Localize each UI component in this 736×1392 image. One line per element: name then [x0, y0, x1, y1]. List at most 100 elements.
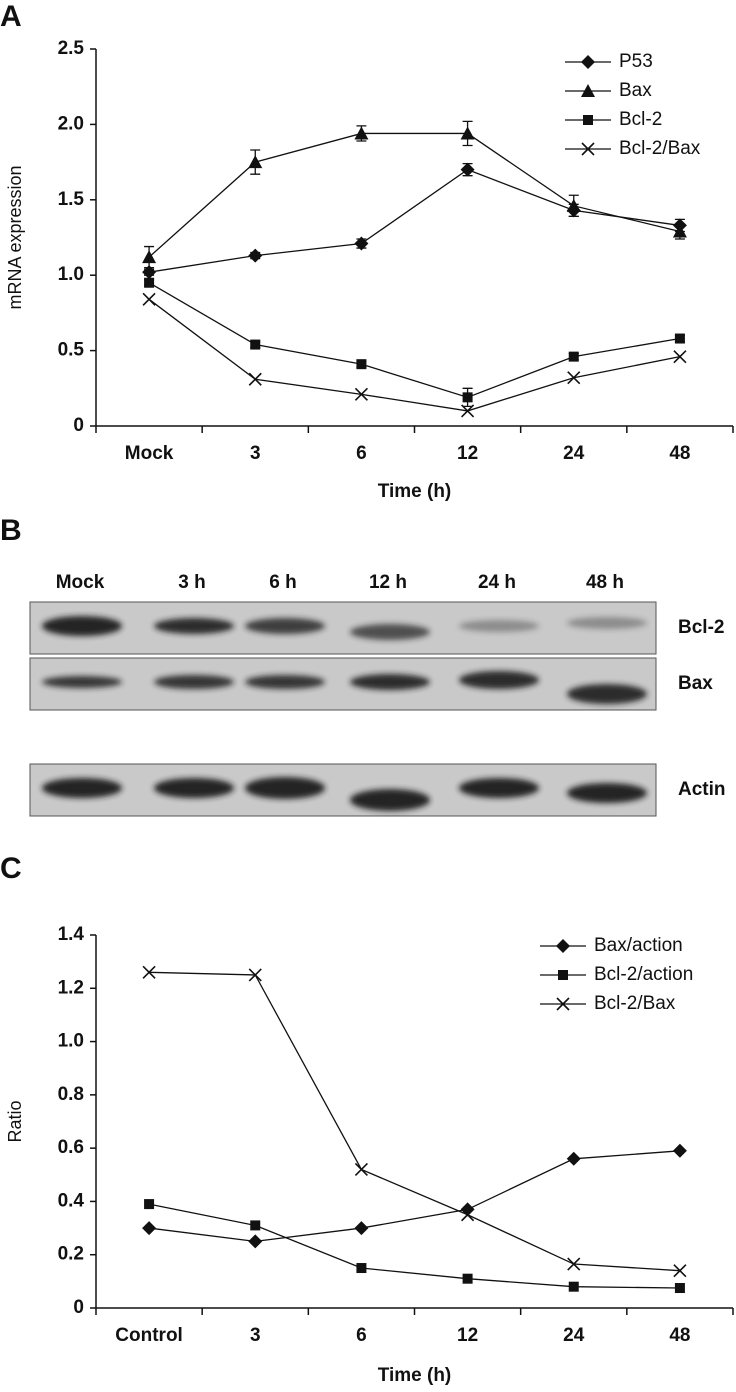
legend-marker	[583, 115, 593, 125]
lane-label: Mock	[56, 572, 105, 593]
x-tick-label: 3	[250, 1325, 261, 1346]
y-tick-label: 0.6	[58, 1137, 84, 1158]
x-axis-title: Time (h)	[378, 481, 452, 502]
marker	[354, 236, 369, 251]
marker	[672, 224, 687, 238]
marker	[144, 277, 155, 288]
y-tick-label: 0	[73, 1297, 84, 1318]
x-tick-label: 12	[457, 1325, 478, 1346]
marker	[567, 1257, 581, 1271]
legend-marker	[558, 970, 568, 980]
marker	[566, 1151, 581, 1166]
marker	[142, 1221, 157, 1236]
marker	[250, 339, 261, 350]
x-tick-label: 48	[669, 443, 690, 464]
blot-band	[154, 778, 234, 798]
blot-band	[245, 618, 325, 634]
blot-band	[245, 675, 325, 689]
x-tick-label: 24	[563, 1325, 585, 1346]
legend-marker	[581, 142, 595, 156]
marker	[354, 126, 369, 140]
lane-label: 12 h	[369, 572, 407, 593]
marker	[354, 1162, 368, 1177]
legend-label: Bcl-2/action	[594, 964, 693, 985]
series-line	[149, 1150, 680, 1243]
lane-label: 3 h	[178, 572, 205, 593]
legend-label: P53	[619, 51, 653, 72]
x-tick-label: 12	[457, 443, 478, 464]
series-line	[148, 132, 681, 258]
x-tick-label: 48	[669, 1325, 690, 1346]
y-tick-label: 0.4	[58, 1190, 85, 1211]
panel-label: A	[0, 0, 22, 33]
marker	[462, 392, 473, 403]
lane-label: 48 h	[586, 572, 624, 593]
blot-band	[350, 674, 430, 690]
marker	[674, 333, 685, 344]
x-tick-label: 3	[250, 443, 261, 464]
legend-marker	[581, 55, 595, 69]
y-tick-label: 2.5	[58, 38, 85, 59]
blot-band	[459, 671, 539, 689]
lane-label: 24 h	[478, 572, 516, 593]
y-tick-label: 0	[73, 415, 84, 436]
x-tick-label: 6	[356, 1325, 367, 1346]
row-label: Actin	[678, 779, 726, 800]
legend-marker	[581, 84, 595, 97]
marker	[567, 371, 581, 385]
marker	[568, 1281, 579, 1292]
blot-band	[245, 777, 325, 799]
blot-band	[154, 618, 234, 634]
marker	[462, 1273, 473, 1284]
marker	[566, 198, 581, 212]
marker	[248, 248, 263, 263]
x-tick-label: Control	[115, 1325, 183, 1346]
lane-label: 6 h	[269, 572, 296, 593]
x-tick-label: 24	[563, 443, 585, 464]
blot-band	[350, 624, 430, 640]
marker	[142, 965, 156, 979]
series-line	[148, 168, 681, 273]
y-tick-label: 1.2	[58, 977, 84, 998]
marker	[461, 404, 475, 418]
marker	[354, 1221, 369, 1236]
y-tick-label: 1.4	[58, 924, 85, 945]
y-tick-label: 1.0	[58, 264, 84, 285]
marker	[673, 1264, 687, 1278]
blot-band	[42, 778, 122, 798]
marker	[142, 265, 157, 280]
marker	[144, 1199, 155, 1210]
marker	[674, 1283, 685, 1294]
blot-row	[29, 763, 657, 817]
y-tick-label: 1.5	[58, 189, 85, 210]
legend-marker	[556, 939, 570, 953]
blot-band	[42, 616, 122, 636]
row-label: Bax	[678, 673, 713, 694]
y-tick-label: 0.2	[58, 1244, 84, 1265]
series-line	[148, 1203, 680, 1289]
marker	[248, 968, 262, 982]
series-line	[148, 298, 681, 412]
marker	[672, 1143, 687, 1158]
y-axis-title: Ratio	[5, 1100, 25, 1142]
blot-band	[567, 617, 647, 629]
x-tick-label: 6	[356, 443, 367, 464]
panel-label: C	[0, 852, 22, 885]
marker	[461, 1208, 475, 1222]
y-tick-label: 2.0	[58, 113, 84, 134]
marker	[248, 1234, 263, 1249]
marker	[356, 1263, 367, 1274]
marker	[142, 292, 156, 306]
blot-band	[567, 684, 647, 704]
blot-band	[42, 676, 122, 688]
marker	[356, 359, 367, 370]
y-tick-label: 0.8	[58, 1084, 84, 1105]
series-line	[148, 282, 681, 399]
blot-row	[29, 657, 657, 711]
legend-label: Bcl-2/Bax	[594, 993, 676, 1014]
marker	[673, 350, 687, 364]
marker	[248, 372, 262, 386]
marker	[250, 1220, 261, 1231]
legend-marker	[556, 997, 570, 1011]
